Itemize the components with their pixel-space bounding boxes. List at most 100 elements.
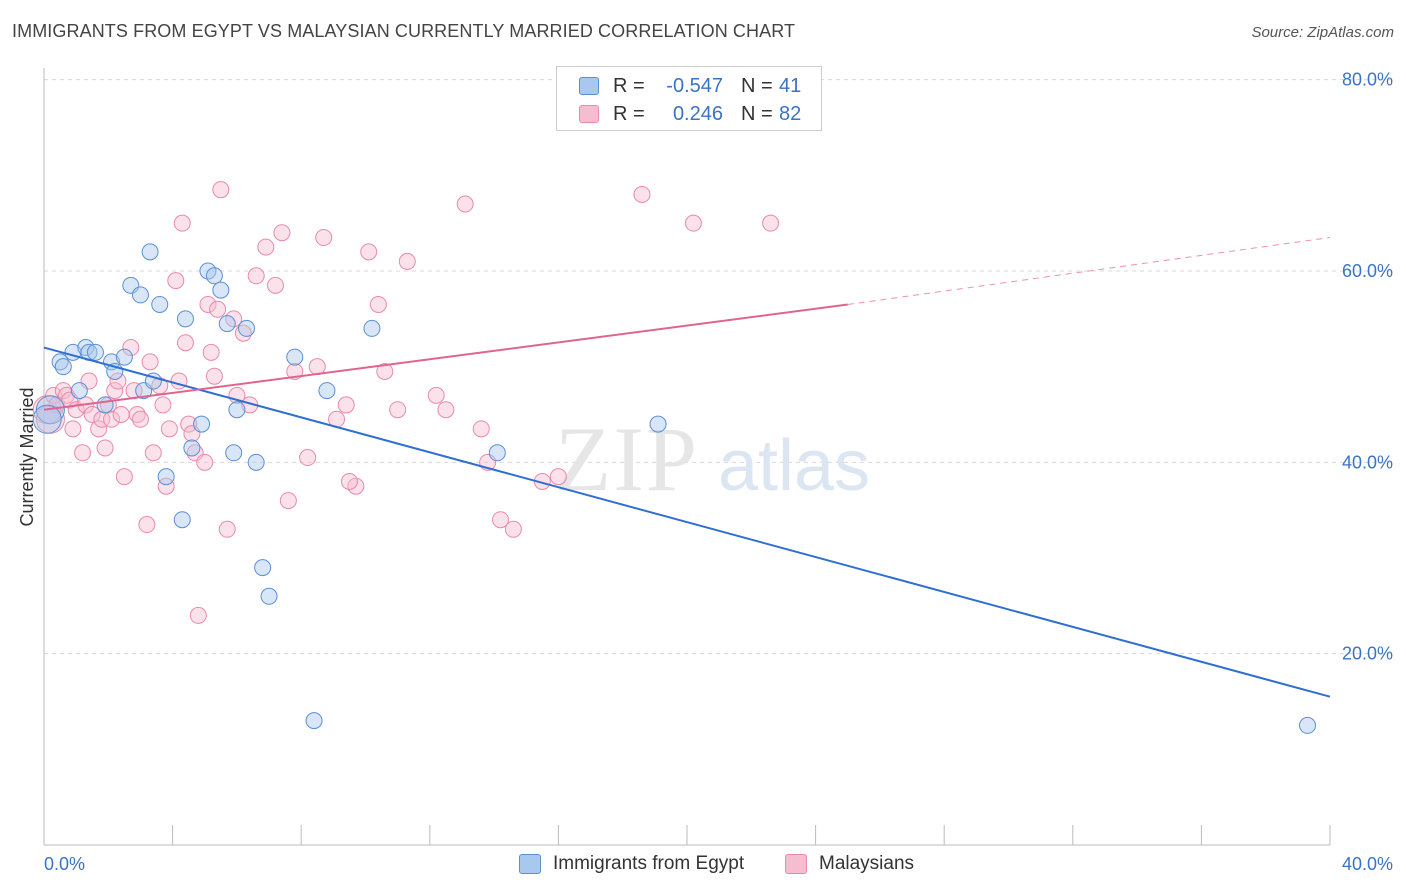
malaysians-point — [340, 472, 358, 490]
egypt-point — [96, 396, 114, 414]
bottom-legend-label-egypt: Immigrants from Egypt — [553, 853, 745, 874]
malaysians-point — [266, 276, 284, 294]
malaysians-point — [64, 420, 82, 438]
malaysians-point — [173, 214, 191, 232]
malaysians-point — [549, 468, 567, 486]
malaysians-point — [103, 410, 121, 428]
malaysians-point — [633, 185, 651, 203]
malaysians-point — [205, 367, 223, 385]
legend-n-value: 41 — [779, 74, 802, 97]
egypt-point — [157, 468, 175, 486]
malaysians-point — [218, 520, 236, 538]
egypt-point — [32, 404, 62, 434]
malaysians-point — [58, 386, 76, 404]
malaysians-point — [180, 415, 198, 433]
malaysians-point — [144, 444, 162, 462]
malaysians-point — [196, 453, 214, 471]
malaysians-point — [257, 238, 275, 256]
malaysians-point — [109, 372, 127, 390]
malaysians-point — [138, 516, 156, 534]
egypt-point — [115, 348, 133, 366]
egypt-point — [1298, 716, 1316, 734]
malaysians-point — [122, 339, 140, 357]
egypt-points — [32, 243, 1316, 734]
malaysians-point — [389, 401, 407, 419]
bottom-legend-egypt: Immigrants from Egypt — [519, 851, 744, 877]
malaysians-point — [437, 401, 455, 419]
egypt-point — [649, 415, 667, 433]
malaysians-point — [398, 252, 416, 270]
egypt-point — [54, 358, 72, 376]
y-tick-label: 40.0% — [1342, 452, 1393, 472]
egypt-point — [176, 310, 194, 328]
malaysians-point — [315, 229, 333, 247]
malaysians-point — [160, 420, 178, 438]
legend-r-label: R = — [613, 74, 645, 97]
egypt-point — [305, 712, 323, 730]
malaysians-point — [115, 468, 133, 486]
malaysians-point — [212, 181, 230, 199]
egypt-point — [70, 382, 88, 400]
egypt-point — [247, 453, 265, 471]
malaysians-point — [96, 439, 114, 457]
trend-lines — [43, 237, 1331, 698]
x-ticks — [43, 825, 1331, 845]
legend-n-label: N = — [741, 74, 773, 97]
malaysians-point — [176, 334, 194, 352]
malaysians-point — [684, 214, 702, 232]
egypt-point — [151, 295, 169, 313]
malaysians-point — [90, 420, 108, 438]
legend-swatch-malaysians — [579, 105, 599, 123]
egypt-point — [51, 353, 69, 371]
egypt-point — [103, 353, 121, 371]
malaysians-point — [273, 224, 291, 242]
malaysians-point — [141, 353, 159, 371]
egypt-point — [218, 315, 236, 333]
y-tick-labels: 20.0% 40.0% 60.0% 80.0% — [1342, 70, 1393, 664]
bottom-legend-label-malaysians: Malaysians — [819, 853, 915, 874]
malaysians-point — [427, 386, 445, 404]
egypt-point — [86, 343, 104, 361]
malaysians-point — [45, 386, 63, 404]
watermark-atlas: atlas — [718, 426, 870, 506]
malaysians-point — [504, 520, 522, 538]
egypt-point — [363, 319, 381, 337]
malaysians-point — [112, 406, 130, 423]
egypt-point — [318, 382, 336, 400]
legend-n-label: N = — [741, 102, 773, 125]
egypt-point — [260, 587, 278, 605]
egypt-point — [238, 319, 256, 337]
malaysians-point — [234, 324, 252, 342]
egypt-point — [228, 401, 246, 419]
malaysians-point — [299, 449, 317, 467]
malaysians-point — [93, 410, 111, 428]
malaysians-point — [202, 343, 220, 361]
malaysians-point — [167, 272, 185, 290]
malaysians-point — [74, 444, 92, 462]
malaysians-point — [492, 511, 510, 529]
watermark-zip: ZIP — [555, 408, 699, 510]
egypt-point — [205, 267, 223, 285]
egypt-point — [193, 415, 211, 433]
malaysians-point — [189, 606, 207, 624]
egypt-point — [286, 348, 304, 366]
legend-swatch-egypt — [579, 77, 599, 95]
malaysians-point — [279, 492, 297, 510]
egypt-point — [77, 339, 95, 357]
egypt-point — [173, 511, 191, 529]
malaysians-point — [209, 300, 227, 318]
malaysians-point — [247, 267, 265, 285]
egypt-point — [488, 444, 506, 462]
bottom-legend-malaysians: Malaysians — [785, 851, 914, 877]
malaysians-point — [337, 396, 355, 414]
egypt-point — [225, 444, 243, 462]
y-tick-label: 80.0% — [1342, 70, 1393, 90]
malaysians-trend-line — [43, 303, 848, 411]
x-tick-label-max: 40.0% — [1342, 854, 1393, 874]
legend-row-egypt: R = -0.547 N = 41 — [579, 74, 801, 98]
egypt-point — [212, 281, 230, 299]
malaysians-point — [360, 243, 378, 261]
malaysians-point — [376, 362, 394, 380]
legend-n-value: 82 — [779, 102, 802, 125]
